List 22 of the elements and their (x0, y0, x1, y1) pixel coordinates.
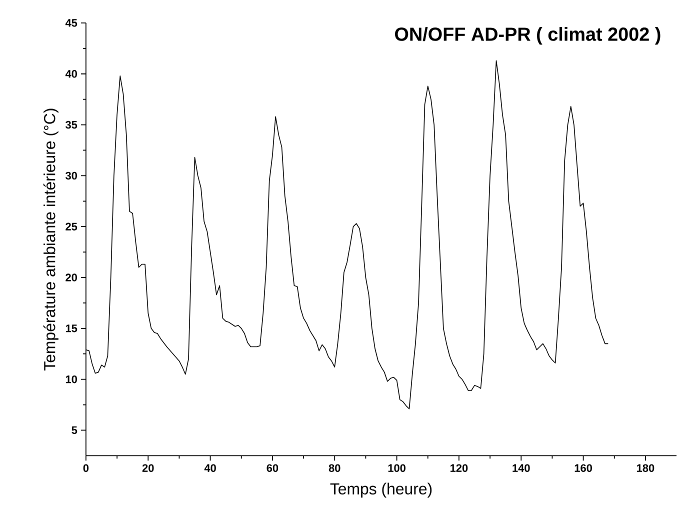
x-tick-label: 120 (450, 464, 468, 472)
x-axis-title: Temps (heure) (330, 482, 432, 498)
x-tick-label: 60 (266, 464, 278, 472)
x-tick-label: 140 (512, 464, 530, 472)
y-tick-label: 10 (66, 376, 77, 384)
x-tick-label: 20 (142, 464, 154, 472)
y-tick-label: 20 (66, 274, 77, 282)
y-tick-label: 5 (72, 426, 78, 434)
chart-title: ON/OFF AD-PR ( climat 2002 ) (395, 27, 660, 45)
x-tick-label: 180 (637, 464, 654, 472)
x-tick-label: 0 (83, 464, 89, 472)
y-tick-label: 45 (65, 19, 78, 27)
y-tick-label: 35 (66, 121, 78, 129)
y-tick-label: 30 (66, 172, 77, 180)
y-axis-title: Température ambiante intérieure (°C) (43, 108, 58, 371)
y-tick-label: 15 (66, 324, 78, 332)
y-tick-label: 40 (65, 70, 77, 78)
x-tick-label: 80 (328, 464, 340, 472)
x-tick-label: 40 (204, 464, 216, 472)
x-tick-label: 100 (388, 464, 406, 472)
y-tick-label: 25 (66, 222, 78, 231)
x-tick-label: 160 (574, 464, 592, 472)
